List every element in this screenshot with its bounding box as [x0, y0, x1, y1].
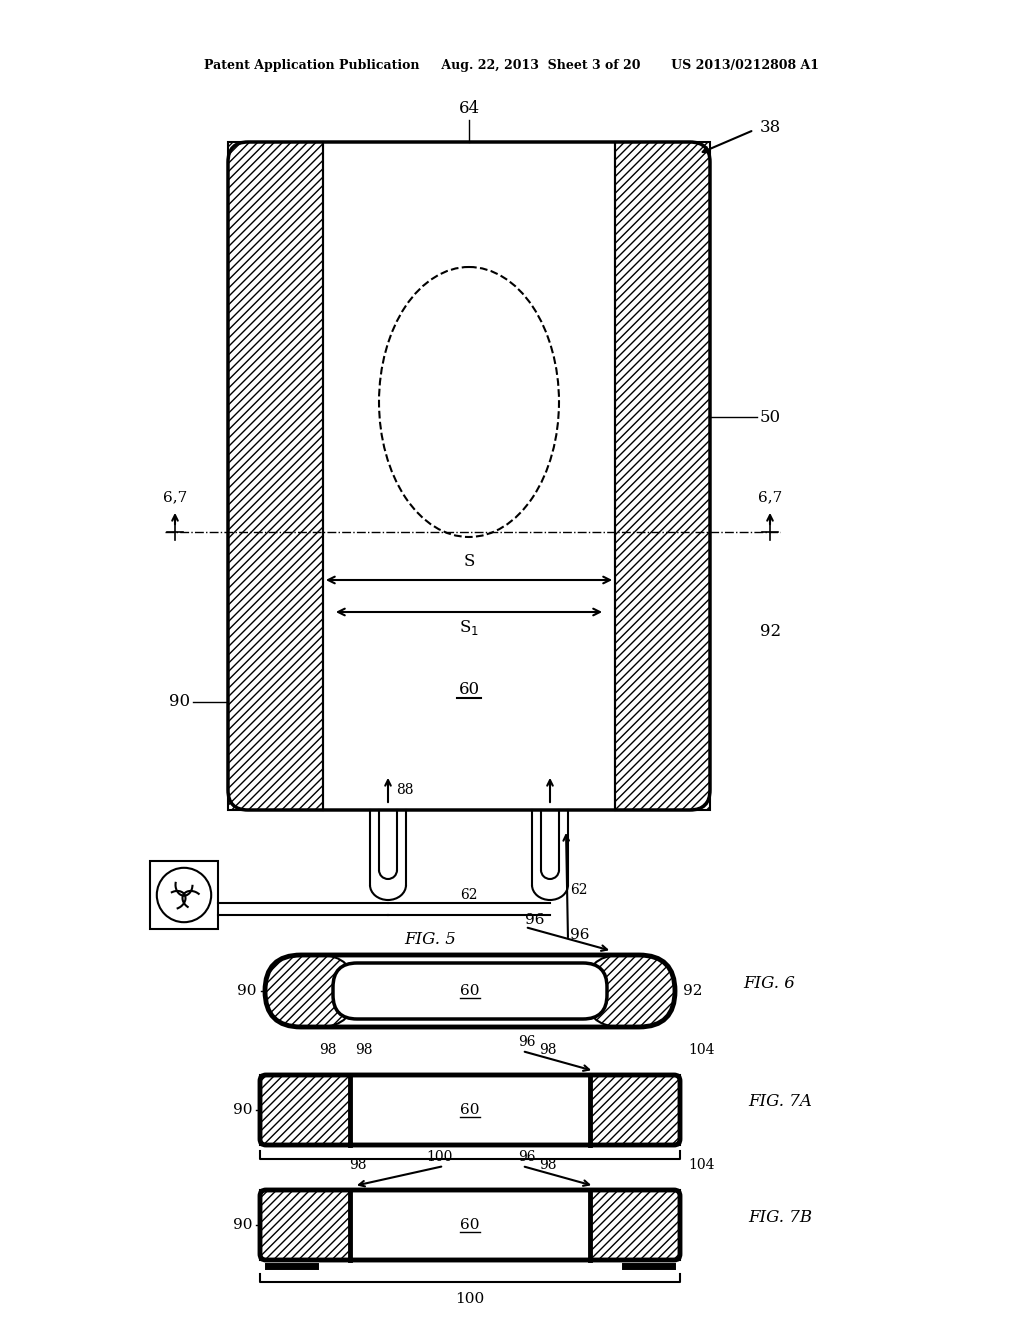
Text: 88: 88: [396, 783, 414, 797]
Text: 98: 98: [319, 1043, 337, 1057]
Text: S: S: [463, 553, 475, 570]
Bar: [228, 143, 323, 810]
Text: 38: 38: [760, 119, 781, 136]
Text: 90: 90: [232, 1104, 252, 1117]
Text: 98: 98: [540, 1158, 557, 1172]
Text: 60: 60: [460, 1104, 480, 1117]
Bar: [590, 1191, 680, 1261]
Text: 96: 96: [525, 913, 545, 927]
Text: 104: 104: [688, 1158, 715, 1172]
Text: FIG. 7A: FIG. 7A: [748, 1093, 812, 1110]
Text: 6,7: 6,7: [163, 490, 187, 504]
Text: 96: 96: [518, 1150, 536, 1164]
Text: FIG. 6: FIG. 6: [743, 974, 795, 991]
Bar: [615, 143, 710, 810]
Bar: [260, 1191, 350, 1261]
Bar: [590, 1191, 680, 1261]
Text: 60: 60: [460, 983, 480, 998]
Text: 90: 90: [169, 693, 190, 710]
Text: 92: 92: [760, 623, 781, 640]
Text: Patent Application Publication     Aug. 22, 2013  Sheet 3 of 20       US 2013/02: Patent Application Publication Aug. 22, …: [205, 58, 819, 71]
FancyBboxPatch shape: [265, 954, 355, 1027]
Text: 98: 98: [349, 1158, 367, 1172]
Bar: [260, 1191, 350, 1261]
Bar: [590, 1074, 680, 1144]
Text: S$_1$: S$_1$: [459, 618, 479, 638]
FancyBboxPatch shape: [585, 954, 675, 1027]
Text: 64: 64: [459, 100, 479, 117]
Text: 96: 96: [570, 928, 590, 942]
Bar: [590, 1074, 680, 1144]
Text: 62: 62: [570, 883, 588, 898]
FancyBboxPatch shape: [260, 1191, 680, 1261]
FancyBboxPatch shape: [260, 1074, 680, 1144]
Text: 98: 98: [540, 1043, 557, 1057]
Text: 60: 60: [460, 1218, 480, 1232]
FancyBboxPatch shape: [333, 964, 607, 1019]
Text: 50: 50: [760, 408, 781, 425]
FancyBboxPatch shape: [228, 143, 710, 810]
Text: 92: 92: [683, 983, 702, 998]
Bar: [260, 1074, 350, 1144]
Text: 62: 62: [460, 888, 478, 902]
Text: 98: 98: [355, 1043, 373, 1057]
Text: 104: 104: [688, 1043, 715, 1057]
Text: 90: 90: [238, 983, 257, 998]
Bar: [615, 143, 710, 810]
Bar: [150, 861, 218, 929]
Text: FIG. 7B: FIG. 7B: [748, 1209, 812, 1225]
Text: 96: 96: [518, 1035, 536, 1049]
Bar: [260, 1074, 350, 1144]
Text: 60: 60: [459, 681, 479, 698]
Text: 100: 100: [427, 1150, 454, 1164]
Text: 90: 90: [232, 1218, 252, 1232]
Text: 100: 100: [456, 1292, 484, 1305]
FancyBboxPatch shape: [265, 954, 675, 1027]
Text: FIG. 5: FIG. 5: [404, 932, 456, 949]
Text: 6,7: 6,7: [758, 490, 782, 504]
Bar: [228, 143, 323, 810]
